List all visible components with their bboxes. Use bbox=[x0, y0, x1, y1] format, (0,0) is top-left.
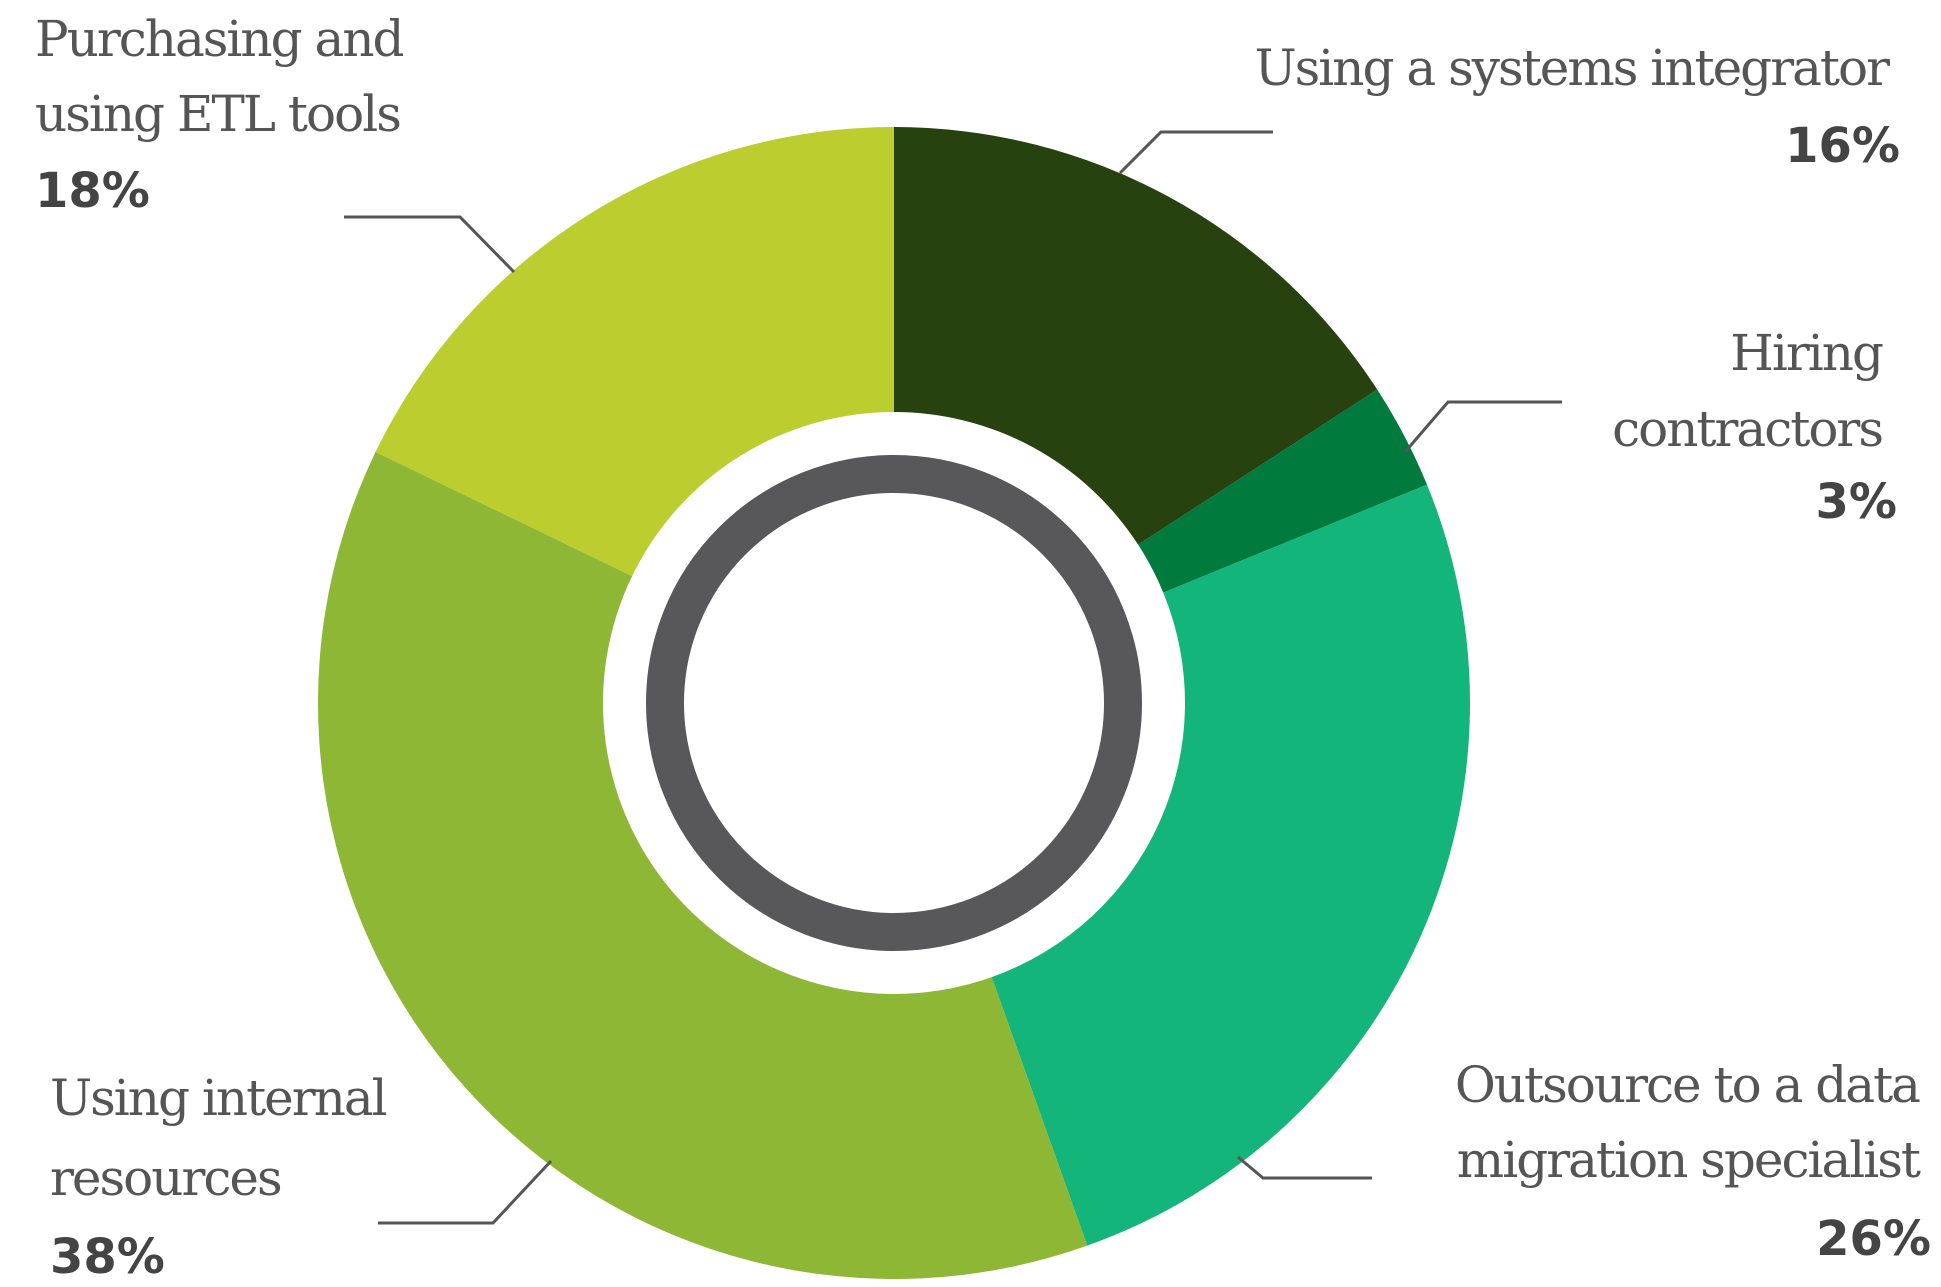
slice bbox=[991, 484, 1470, 1246]
slice-label: contractors bbox=[1612, 400, 1882, 458]
slice bbox=[894, 127, 1378, 545]
value-label: 26% bbox=[1816, 1211, 1931, 1267]
slice-label: Purchasing and bbox=[35, 10, 404, 68]
slice-label: migration specialist bbox=[1457, 1131, 1921, 1189]
leader-line bbox=[1118, 130, 1273, 175]
slice-label: Using internal bbox=[50, 1069, 387, 1127]
value-label: 18% bbox=[35, 163, 150, 219]
value-label: 3% bbox=[1816, 474, 1898, 530]
inner-ring bbox=[646, 455, 1142, 951]
slice-label: Hiring bbox=[1730, 324, 1883, 382]
value-label: 38% bbox=[50, 1229, 165, 1285]
slice-label: Outsource to a data bbox=[1455, 1056, 1920, 1114]
slice bbox=[375, 127, 894, 577]
leader-line bbox=[1237, 1155, 1372, 1180]
slice-label: Using a systems integrator bbox=[1255, 39, 1891, 97]
slice bbox=[1138, 389, 1428, 593]
leader-line bbox=[1403, 400, 1562, 453]
slice bbox=[318, 451, 1088, 1280]
slice-label: resources bbox=[50, 1149, 281, 1207]
value-label: 16% bbox=[1785, 118, 1900, 174]
leader-line bbox=[378, 1159, 553, 1225]
leader-line bbox=[344, 215, 516, 274]
slice-label: using ETL tools bbox=[35, 85, 400, 143]
